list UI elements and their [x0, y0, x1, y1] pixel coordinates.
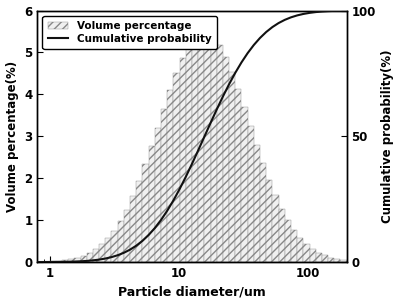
- Bar: [161, 109, 167, 262]
- Bar: [136, 181, 142, 262]
- Bar: [68, 259, 74, 262]
- Legend: Volume percentage, Cumulative probability: Volume percentage, Cumulative probabilit…: [42, 16, 217, 49]
- Bar: [322, 255, 328, 262]
- Bar: [74, 258, 80, 262]
- X-axis label: Particle diameter/um: Particle diameter/um: [118, 285, 266, 299]
- Bar: [149, 147, 155, 262]
- Bar: [272, 195, 278, 262]
- Bar: [56, 261, 62, 262]
- Bar: [303, 244, 310, 262]
- Bar: [254, 145, 260, 262]
- Bar: [118, 221, 124, 262]
- Bar: [186, 46, 192, 262]
- Bar: [291, 230, 297, 262]
- Bar: [340, 260, 347, 262]
- Bar: [99, 244, 105, 262]
- Bar: [285, 220, 291, 262]
- Bar: [93, 249, 99, 262]
- Y-axis label: Cumulative probability(%): Cumulative probability(%): [382, 50, 394, 223]
- Bar: [223, 57, 229, 262]
- Bar: [210, 37, 217, 262]
- Bar: [260, 163, 266, 262]
- Bar: [192, 38, 198, 262]
- Bar: [87, 253, 93, 262]
- Bar: [155, 128, 161, 262]
- Bar: [62, 260, 68, 262]
- Bar: [124, 210, 130, 262]
- Bar: [105, 238, 112, 262]
- Bar: [316, 253, 322, 262]
- Bar: [142, 164, 149, 262]
- Bar: [50, 261, 56, 262]
- Bar: [328, 257, 334, 262]
- Bar: [334, 259, 340, 262]
- Bar: [198, 33, 204, 262]
- Bar: [112, 230, 118, 262]
- Bar: [217, 45, 223, 262]
- Bar: [204, 33, 210, 262]
- Y-axis label: Volume percentage(%): Volume percentage(%): [6, 61, 18, 212]
- Bar: [297, 238, 303, 262]
- Bar: [173, 73, 180, 262]
- Bar: [242, 107, 248, 262]
- Bar: [266, 180, 272, 262]
- Bar: [180, 58, 186, 262]
- Bar: [278, 209, 285, 262]
- Bar: [229, 72, 235, 262]
- Bar: [130, 196, 136, 262]
- Bar: [235, 89, 242, 262]
- Bar: [310, 249, 316, 262]
- Bar: [167, 90, 173, 262]
- Bar: [44, 261, 50, 262]
- Bar: [248, 126, 254, 262]
- Bar: [80, 256, 87, 262]
